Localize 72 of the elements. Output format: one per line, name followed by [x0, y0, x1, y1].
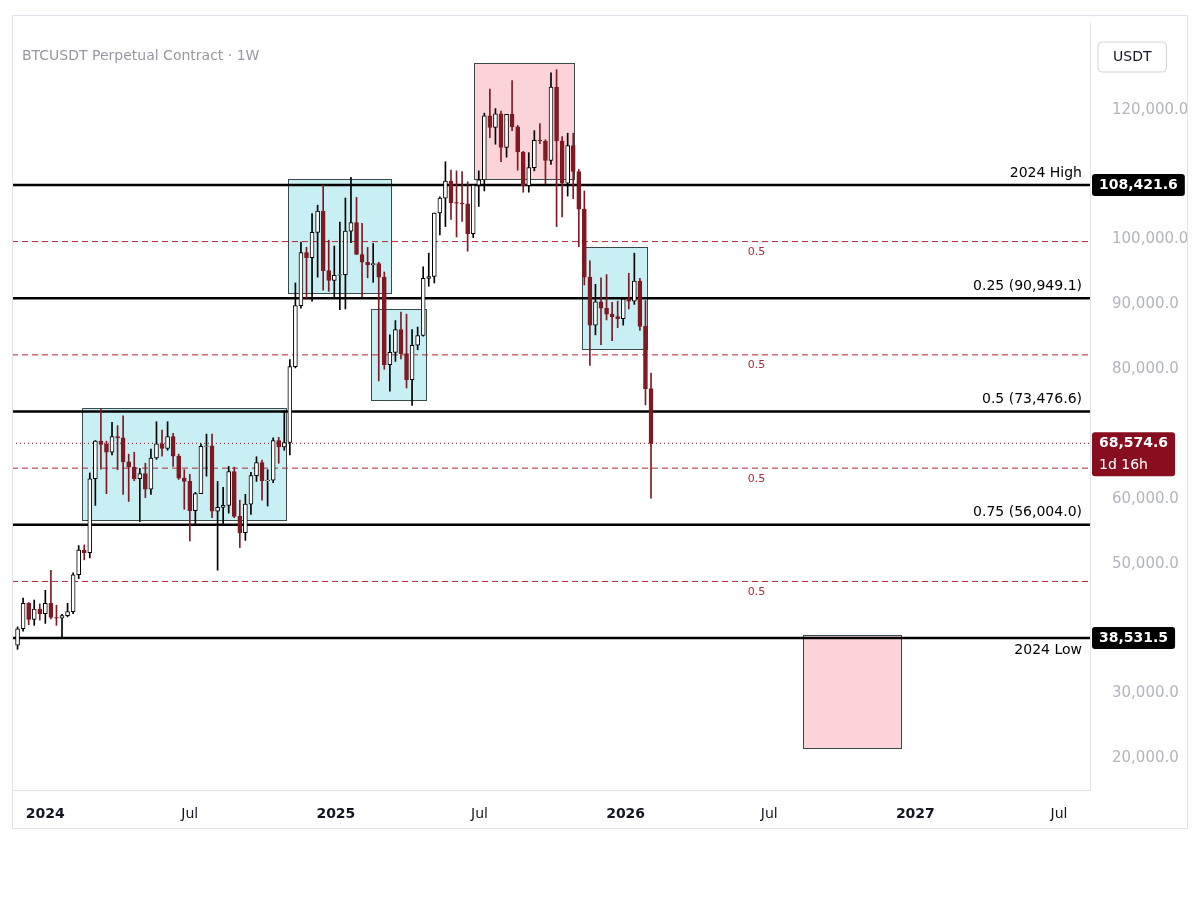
- candlestick: [604, 274, 609, 321]
- candlestick: [504, 114, 509, 158]
- candlestick: [126, 453, 132, 502]
- candlestick: [426, 252, 432, 287]
- candlestick: [532, 130, 537, 172]
- ref-line-label: 2024 High: [1009, 163, 1082, 180]
- candlestick: [431, 212, 437, 284]
- y-tick-label: 30,000.0: [1112, 683, 1179, 702]
- candlestick: [65, 602, 70, 618]
- annotation: 38,531.5: [1099, 628, 1169, 645]
- candlestick: [582, 190, 587, 286]
- candlestick: [354, 197, 359, 255]
- y-axis-title: USDT: [1113, 47, 1152, 64]
- candlestick: [254, 456, 259, 482]
- text: BTCUSDT Perpetual Contract · 1W: [22, 46, 260, 63]
- ref-line-label: 2024 Low: [1014, 640, 1082, 657]
- y-tick-label: 90,000.0: [1112, 294, 1179, 313]
- candlestick: [165, 421, 170, 451]
- annotation: 0.5: [747, 244, 766, 258]
- candlestick: [93, 440, 98, 506]
- candlestick: [304, 247, 309, 300]
- candlestick: [376, 261, 382, 382]
- candlestick: [276, 436, 282, 464]
- candlestick: [370, 243, 376, 283]
- candlestick: [315, 204, 320, 278]
- annotation: 0.5: [747, 584, 766, 598]
- candlestick: [365, 247, 370, 279]
- annotation: 0.5: [747, 358, 766, 372]
- candlestick: [515, 125, 520, 171]
- x-tick-label: Jul: [1049, 805, 1068, 822]
- annotation: 108,421.6: [1099, 175, 1178, 192]
- x-tick-label: Jul: [470, 805, 489, 822]
- candlestick: [615, 300, 621, 329]
- candlestick: [181, 469, 187, 510]
- candlestick: [393, 320, 398, 362]
- y-tick-label: 60,000.0: [1112, 488, 1179, 507]
- x-tick-label: Jul: [180, 805, 199, 822]
- annotation: 68,574.6: [1099, 433, 1169, 450]
- annotation: 1d 16h: [1099, 455, 1148, 472]
- annotation: 0.5: [747, 471, 766, 485]
- candlestick: [76, 545, 82, 579]
- x-tick-label: Jul: [759, 805, 778, 822]
- ref-line-label: 0.25 (90,949.1): [973, 276, 1082, 293]
- candlestick: [465, 181, 470, 252]
- candlestick: [415, 326, 420, 351]
- candlestick: [43, 589, 48, 624]
- x-tick-label: 2026: [606, 805, 646, 822]
- candlestick: [143, 462, 148, 498]
- y-tick-label: 100,000.0: [1112, 229, 1189, 248]
- y-tick-label: 80,000.0: [1112, 359, 1179, 378]
- x-tick-label: 2025: [316, 805, 356, 822]
- y-tick-label: 20,000.0: [1112, 748, 1179, 767]
- candlestick: [137, 468, 143, 522]
- y-tick-label: 120,000.0: [1112, 99, 1189, 118]
- candlestick: [26, 602, 31, 625]
- ref-line-label: 0.75 (56,004.0): [973, 503, 1082, 520]
- candlestick: [265, 469, 270, 507]
- candlestick: [543, 139, 548, 185]
- candlestick: [459, 171, 465, 222]
- y-tick-label: 50,000.0: [1112, 553, 1179, 572]
- candlestick: [154, 421, 159, 460]
- candlestick: [537, 123, 543, 144]
- candlestick: [81, 544, 87, 561]
- candlestick: [493, 108, 498, 145]
- candlestick: [326, 239, 332, 292]
- candlestick: [554, 69, 559, 227]
- candlestick: [626, 272, 632, 310]
- x-tick-label: 2024: [25, 805, 66, 822]
- candlestick: [643, 300, 648, 406]
- x-tick-label: 2027: [895, 805, 935, 822]
- ref-line-label: 0.5 (73,476.6): [982, 390, 1082, 407]
- candlestick: [404, 313, 409, 389]
